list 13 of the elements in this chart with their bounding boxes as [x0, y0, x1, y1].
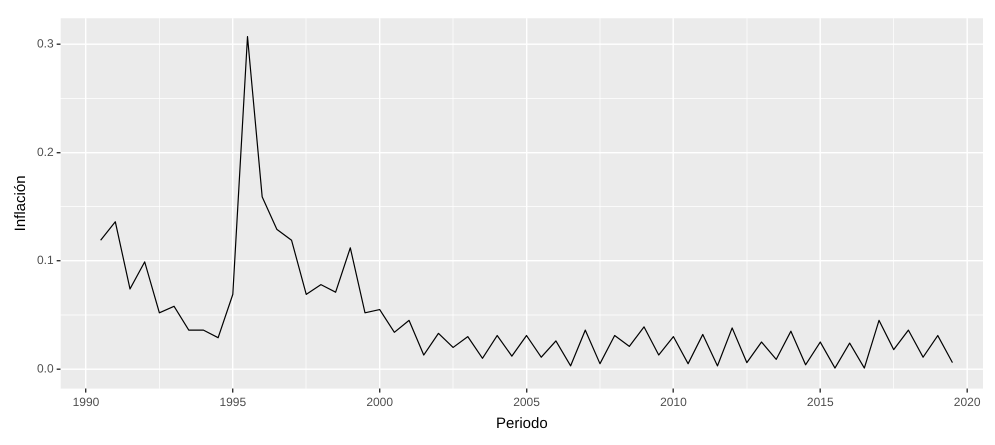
x-tick-label: 1995	[219, 395, 246, 410]
x-tick-label: 2005	[513, 395, 540, 410]
x-tick-label: 2020	[954, 395, 981, 410]
y-tick-label: 0.3	[36, 36, 54, 51]
y-axis-title: Inflación	[12, 175, 30, 232]
y-tick-label: 0.0	[36, 361, 54, 376]
y-tick-label: 0.1	[36, 253, 54, 268]
y-tick-label: 0.2	[36, 144, 54, 159]
x-axis-title: Periodo	[496, 415, 548, 432]
x-tick-label: 1990	[72, 395, 100, 410]
x-tick-label: 2010	[660, 395, 688, 410]
x-tick-label: 2000	[366, 395, 394, 410]
x-tick-label: 2015	[806, 395, 834, 410]
